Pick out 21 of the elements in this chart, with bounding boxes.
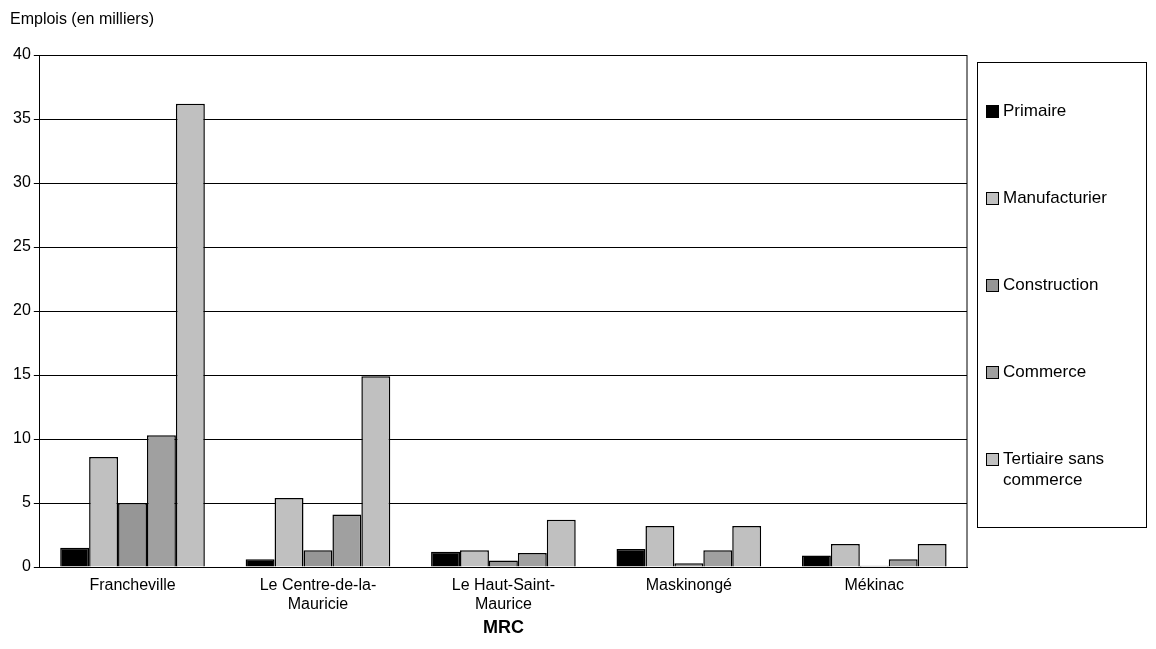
legend-label: Construction — [1003, 274, 1099, 295]
x-axis-title: MRC — [482, 617, 524, 638]
y-tick-label: 15 — [13, 365, 31, 383]
y-tick-label: 10 — [13, 429, 31, 447]
legend-label: Manufacturier — [1003, 187, 1107, 208]
legend-label: Primaire — [1003, 100, 1067, 121]
x-tick-label: Francheville — [89, 576, 176, 594]
y-tick-label: 35 — [13, 109, 31, 127]
y-tick-label: 25 — [13, 237, 31, 255]
y-tick-label: 20 — [13, 301, 31, 319]
legend-label: Tertiaire sans commerce — [1003, 448, 1106, 490]
y-tick-label: 40 — [13, 45, 31, 63]
y-tick-label: 30 — [13, 173, 31, 191]
legend-label: Commerce — [1003, 361, 1087, 382]
y-tick-label: 5 — [21, 493, 31, 511]
x-tick-label: Maskinongé — [645, 576, 733, 594]
y-axis-title: Emplois (en milliers) — [10, 10, 155, 28]
y-tick-label: 0 — [21, 557, 31, 575]
x-tick-label: Mékinac — [844, 576, 905, 594]
x-tick-label: Le Centre-de-la-Mauricie — [259, 576, 377, 613]
x-tick-label: Le Haut-Saint-Maurice — [451, 576, 555, 613]
